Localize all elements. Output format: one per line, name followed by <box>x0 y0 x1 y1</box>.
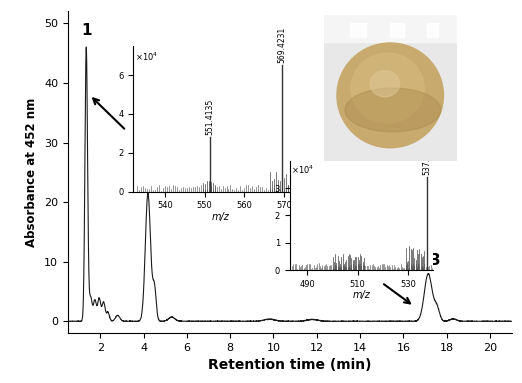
Text: 537.4401: 537.4401 <box>422 139 431 175</box>
Ellipse shape <box>351 53 424 123</box>
Bar <box>390 23 404 37</box>
Text: $\times10^4$: $\times10^4$ <box>135 50 158 62</box>
Text: 2: 2 <box>143 169 153 184</box>
Bar <box>428 23 438 37</box>
Text: $\times10^4$: $\times10^4$ <box>291 164 314 176</box>
Ellipse shape <box>337 43 444 148</box>
X-axis label: m/z: m/z <box>211 212 230 222</box>
Y-axis label: Absorbance at 452 nm: Absorbance at 452 nm <box>26 98 39 247</box>
Bar <box>350 23 366 37</box>
Text: 551.4135: 551.4135 <box>206 99 215 135</box>
Text: 1: 1 <box>81 23 91 38</box>
X-axis label: Retention time (min): Retention time (min) <box>208 358 372 373</box>
Bar <box>324 15 457 41</box>
Text: 569.4231: 569.4231 <box>277 27 287 64</box>
Text: 3: 3 <box>431 253 441 268</box>
X-axis label: m/z: m/z <box>352 290 371 300</box>
Ellipse shape <box>370 70 399 97</box>
Ellipse shape <box>345 88 441 132</box>
